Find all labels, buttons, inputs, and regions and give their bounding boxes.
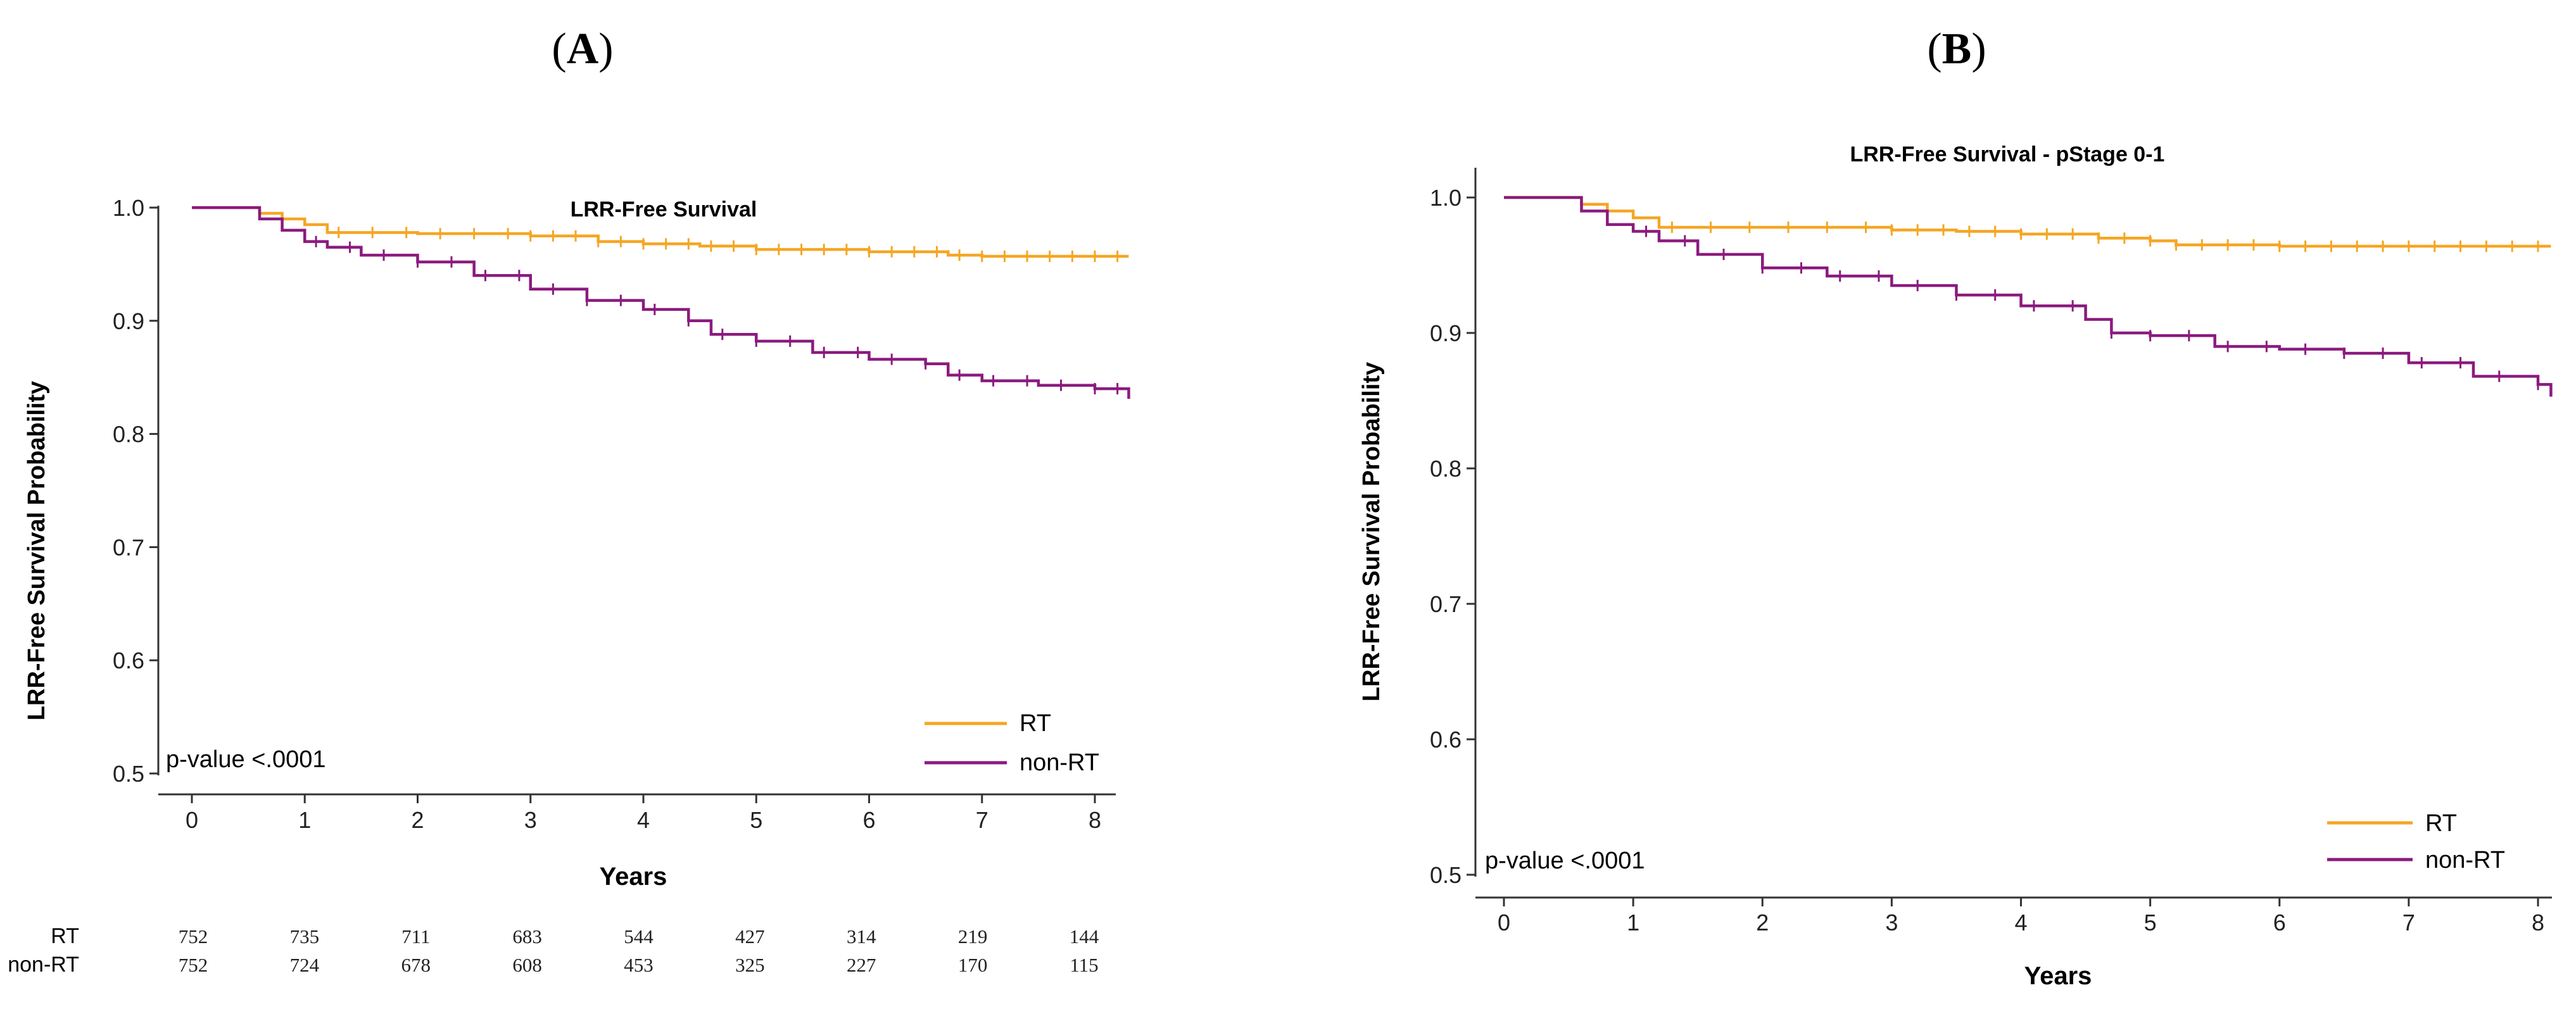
x-tick-label: 3	[524, 807, 537, 833]
risk-count: 735	[290, 925, 320, 948]
x-tick-label: 4	[637, 807, 650, 833]
x-tick-label: 4	[2014, 910, 2027, 936]
panel-b-label: (B)	[1927, 25, 1986, 73]
y-tick-label: 0.8	[113, 422, 144, 448]
risk-count: 544	[624, 925, 653, 948]
survival-curve-nonrt	[192, 206, 1130, 399]
risk-count: 144	[1070, 925, 1099, 948]
y-tick-label: 1.0	[113, 195, 144, 221]
panel-b-x-ticks: 0 1 2 3 4 5 6 7 8	[1498, 898, 2544, 936]
x-tick-label: 7	[2402, 910, 2415, 936]
risk-count: 711	[401, 925, 430, 948]
panel-b-title: LRR-Free Survival - pStage 0-1	[1850, 142, 2165, 166]
panel-b-legend: RT non-RT	[2327, 810, 2505, 873]
risk-row-label-nonrt: non-RT	[8, 953, 79, 977]
y-tick-label: 1.0	[1430, 185, 1462, 211]
panel-a: (A) LRR-Free Survival 0.5 0.6 0.7 0.8 0.9 1.0…	[8, 25, 1130, 977]
survival-curve-nonrt	[1504, 196, 2553, 397]
panel-a-curves	[192, 206, 1130, 399]
panel-a-y-ticks: 0.5 0.6 0.7 0.8 0.9 1.0	[113, 195, 158, 787]
x-tick-label: 6	[2273, 910, 2286, 936]
panel-b-legend-rt-label: RT	[2425, 810, 2457, 837]
x-tick-label: 2	[1756, 910, 1769, 936]
risk-count: 724	[290, 954, 320, 976]
risk-row-label-rt: RT	[51, 924, 79, 948]
panel-b-x-axis-label: Years	[2024, 962, 2092, 990]
y-tick-label: 0.7	[1430, 591, 1462, 617]
censor-marks-nonrt	[1645, 225, 2539, 391]
panel-a-legend-nonrt-label: non-RT	[1020, 749, 1099, 776]
y-tick-label: 0.9	[1430, 320, 1462, 346]
censor-marks-rt	[1670, 222, 2539, 253]
y-tick-label: 0.6	[1430, 727, 1462, 753]
x-tick-label: 8	[1089, 807, 1101, 833]
censor-marks-nonrt	[315, 235, 1119, 395]
panel-a-x-ticks: 0 1 2 3 4 5 6 7 8	[186, 794, 1101, 833]
x-tick-label: 5	[2144, 910, 2157, 936]
x-tick-label: 3	[1885, 910, 1898, 936]
risk-count: 227	[847, 954, 876, 976]
risk-count: 427	[735, 925, 765, 948]
risk-count: 453	[624, 954, 653, 976]
panel-a-y-axis-label: LRR-Free Survival Probability	[23, 381, 50, 720]
risk-count: 678	[401, 954, 431, 976]
x-tick-label: 1	[298, 807, 311, 833]
panel-b-curves	[1504, 196, 2553, 397]
risk-count: 752	[179, 925, 208, 948]
y-tick-label: 0.8	[1430, 456, 1462, 482]
panel-b: (B) LRR-Free Survival - pStage 0-1 0.50.…	[1358, 25, 2553, 990]
panel-a-risk-table: RT non-RT 752 735 711 683 544 427 314 219 144 752…	[8, 924, 1099, 977]
x-tick-label: 7	[976, 807, 988, 833]
censor-marks-rt	[338, 227, 1119, 262]
panel-a-label: (A)	[552, 25, 613, 73]
y-tick-label: 0.9	[113, 308, 144, 334]
panel-b-p-value: p-value <.0001	[1485, 848, 1645, 874]
y-tick-label: 0.7	[113, 534, 144, 560]
y-tick-label: 0.6	[113, 648, 144, 673]
x-tick-label: 8	[2532, 910, 2544, 936]
x-tick-label: 1	[1627, 910, 1639, 936]
x-tick-label: 0	[1498, 910, 1510, 936]
panel-a-x-axis-label: Years	[600, 863, 667, 891]
x-tick-label: 5	[750, 807, 762, 833]
panel-a-p-value: p-value <.0001	[166, 746, 325, 773]
survival-curve-rt	[1504, 196, 2551, 248]
risk-count: 219	[958, 925, 988, 948]
y-tick-label: 0.5	[1430, 862, 1462, 888]
x-tick-label: 2	[411, 807, 424, 833]
x-tick-label: 6	[862, 807, 875, 833]
panel-b-y-axis-label: LRR-Free Survival Probability	[1358, 362, 1385, 701]
panel-a-legend-rt-label: RT	[1020, 710, 1051, 737]
x-tick-label: 0	[186, 807, 198, 833]
y-tick-label: 0.5	[113, 761, 144, 787]
risk-count: 608	[512, 954, 542, 976]
risk-count: 314	[847, 925, 876, 948]
panel-b-legend-nonrt-label: non-RT	[2425, 847, 2505, 873]
risk-count: 325	[735, 954, 765, 976]
panel-b-y-ticks: 0.5 0.6 0.7 0.8 0.9 1.0	[1430, 185, 1475, 888]
risk-count: 170	[958, 954, 988, 976]
risk-count: 752	[179, 954, 208, 976]
risk-count: 115	[1070, 954, 1098, 976]
panel-a-title: LRR-Free Survival	[571, 197, 757, 222]
panel-a-legend: RT non-RT	[925, 710, 1099, 776]
risk-count: 683	[512, 925, 542, 948]
